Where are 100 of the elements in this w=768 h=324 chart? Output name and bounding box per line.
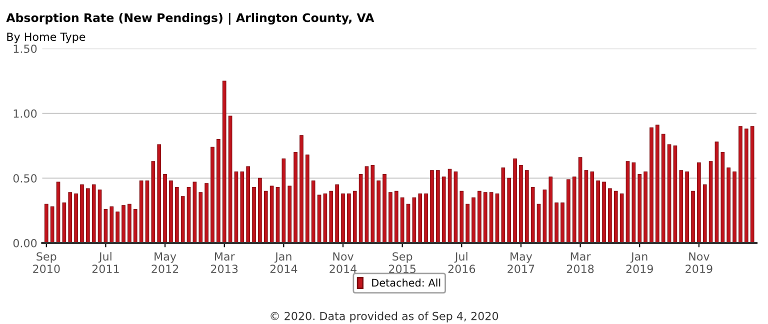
bar xyxy=(442,176,446,243)
bar xyxy=(62,202,66,243)
x-tick-label: Mar 2018 xyxy=(566,252,594,274)
bar xyxy=(341,193,345,243)
bar xyxy=(542,190,547,243)
bar xyxy=(584,170,588,243)
bar xyxy=(750,126,754,243)
bar xyxy=(691,190,695,243)
bar xyxy=(483,192,488,243)
bar xyxy=(513,158,517,243)
bar xyxy=(128,204,132,243)
bar xyxy=(306,154,310,243)
bar xyxy=(394,190,398,243)
bar xyxy=(744,128,748,243)
bar xyxy=(174,186,179,243)
bar xyxy=(566,179,570,243)
bar xyxy=(685,171,689,243)
x-tick-label: Jul 2016 xyxy=(448,252,476,274)
bar xyxy=(501,168,506,243)
bar xyxy=(507,178,512,243)
bar xyxy=(364,166,369,243)
bar xyxy=(714,142,719,243)
bar xyxy=(720,152,725,243)
x-tick-label: Jul 2011 xyxy=(92,252,119,274)
bar xyxy=(388,192,392,243)
x-tick-label: Mar 2013 xyxy=(211,252,238,274)
bar xyxy=(151,161,156,243)
bar xyxy=(139,180,144,243)
bar xyxy=(98,190,102,243)
y-tick-label: 0.50 xyxy=(13,174,37,183)
bar xyxy=(198,192,203,243)
bar xyxy=(204,183,208,243)
bar xyxy=(460,190,464,243)
bar xyxy=(656,124,660,243)
bar xyxy=(554,202,558,243)
bar xyxy=(358,174,363,243)
bar xyxy=(276,186,280,243)
bar xyxy=(288,186,292,243)
bar xyxy=(382,174,386,243)
bar xyxy=(548,176,553,243)
bar xyxy=(228,116,232,243)
bar xyxy=(50,206,54,243)
bar xyxy=(186,186,191,243)
x-tick-label: Nov 2019 xyxy=(686,252,712,274)
bar xyxy=(472,197,476,243)
bar xyxy=(478,190,482,243)
x-tick-label: Jan 2014 xyxy=(270,252,298,274)
bar xyxy=(234,171,238,243)
bar xyxy=(246,166,250,243)
bar xyxy=(644,171,648,243)
bar xyxy=(614,190,618,243)
chart-subtitle: By Home Type xyxy=(7,32,86,44)
bar xyxy=(708,161,713,243)
bar xyxy=(620,193,624,243)
bar xyxy=(596,180,600,243)
bar xyxy=(667,144,672,243)
bar xyxy=(370,164,375,243)
bar xyxy=(122,205,126,243)
bar xyxy=(145,180,150,243)
bar xyxy=(489,192,494,243)
bar xyxy=(240,171,244,243)
text: © 2020. Data provided as of Sep 4, 2020 xyxy=(270,312,498,322)
bar xyxy=(466,204,470,243)
bar xyxy=(638,174,642,243)
y-tick-label: 1.00 xyxy=(14,109,37,118)
bar xyxy=(679,170,684,243)
bar xyxy=(578,157,582,243)
bar xyxy=(530,186,535,243)
bar xyxy=(323,193,328,243)
bar xyxy=(110,206,114,243)
bar xyxy=(412,197,416,243)
bar xyxy=(68,192,72,243)
bar xyxy=(44,204,48,243)
x-tick-label: May 2012 xyxy=(152,252,178,274)
bar xyxy=(157,144,162,243)
bar xyxy=(258,178,262,243)
bar xyxy=(495,193,500,243)
legend-label: Detached: All xyxy=(372,278,440,287)
bar xyxy=(335,184,339,243)
bar xyxy=(56,182,60,243)
bar xyxy=(661,134,666,243)
bar xyxy=(169,180,173,243)
bar xyxy=(608,188,612,243)
bar xyxy=(732,171,736,243)
bar xyxy=(192,182,197,243)
bar xyxy=(317,194,322,243)
bar xyxy=(436,170,440,243)
bar xyxy=(726,168,731,243)
bar xyxy=(650,127,654,243)
bar xyxy=(602,182,606,243)
bar xyxy=(524,170,529,243)
bar xyxy=(454,171,458,243)
bar xyxy=(424,193,428,243)
bar xyxy=(180,196,185,243)
x-tick-label: May 2017 xyxy=(508,252,534,274)
x-tick-label: Sep 2010 xyxy=(33,252,60,274)
bar xyxy=(311,180,316,243)
bar xyxy=(329,190,334,243)
bar xyxy=(347,193,351,243)
x-tick-label: Sep 2015 xyxy=(389,252,416,274)
